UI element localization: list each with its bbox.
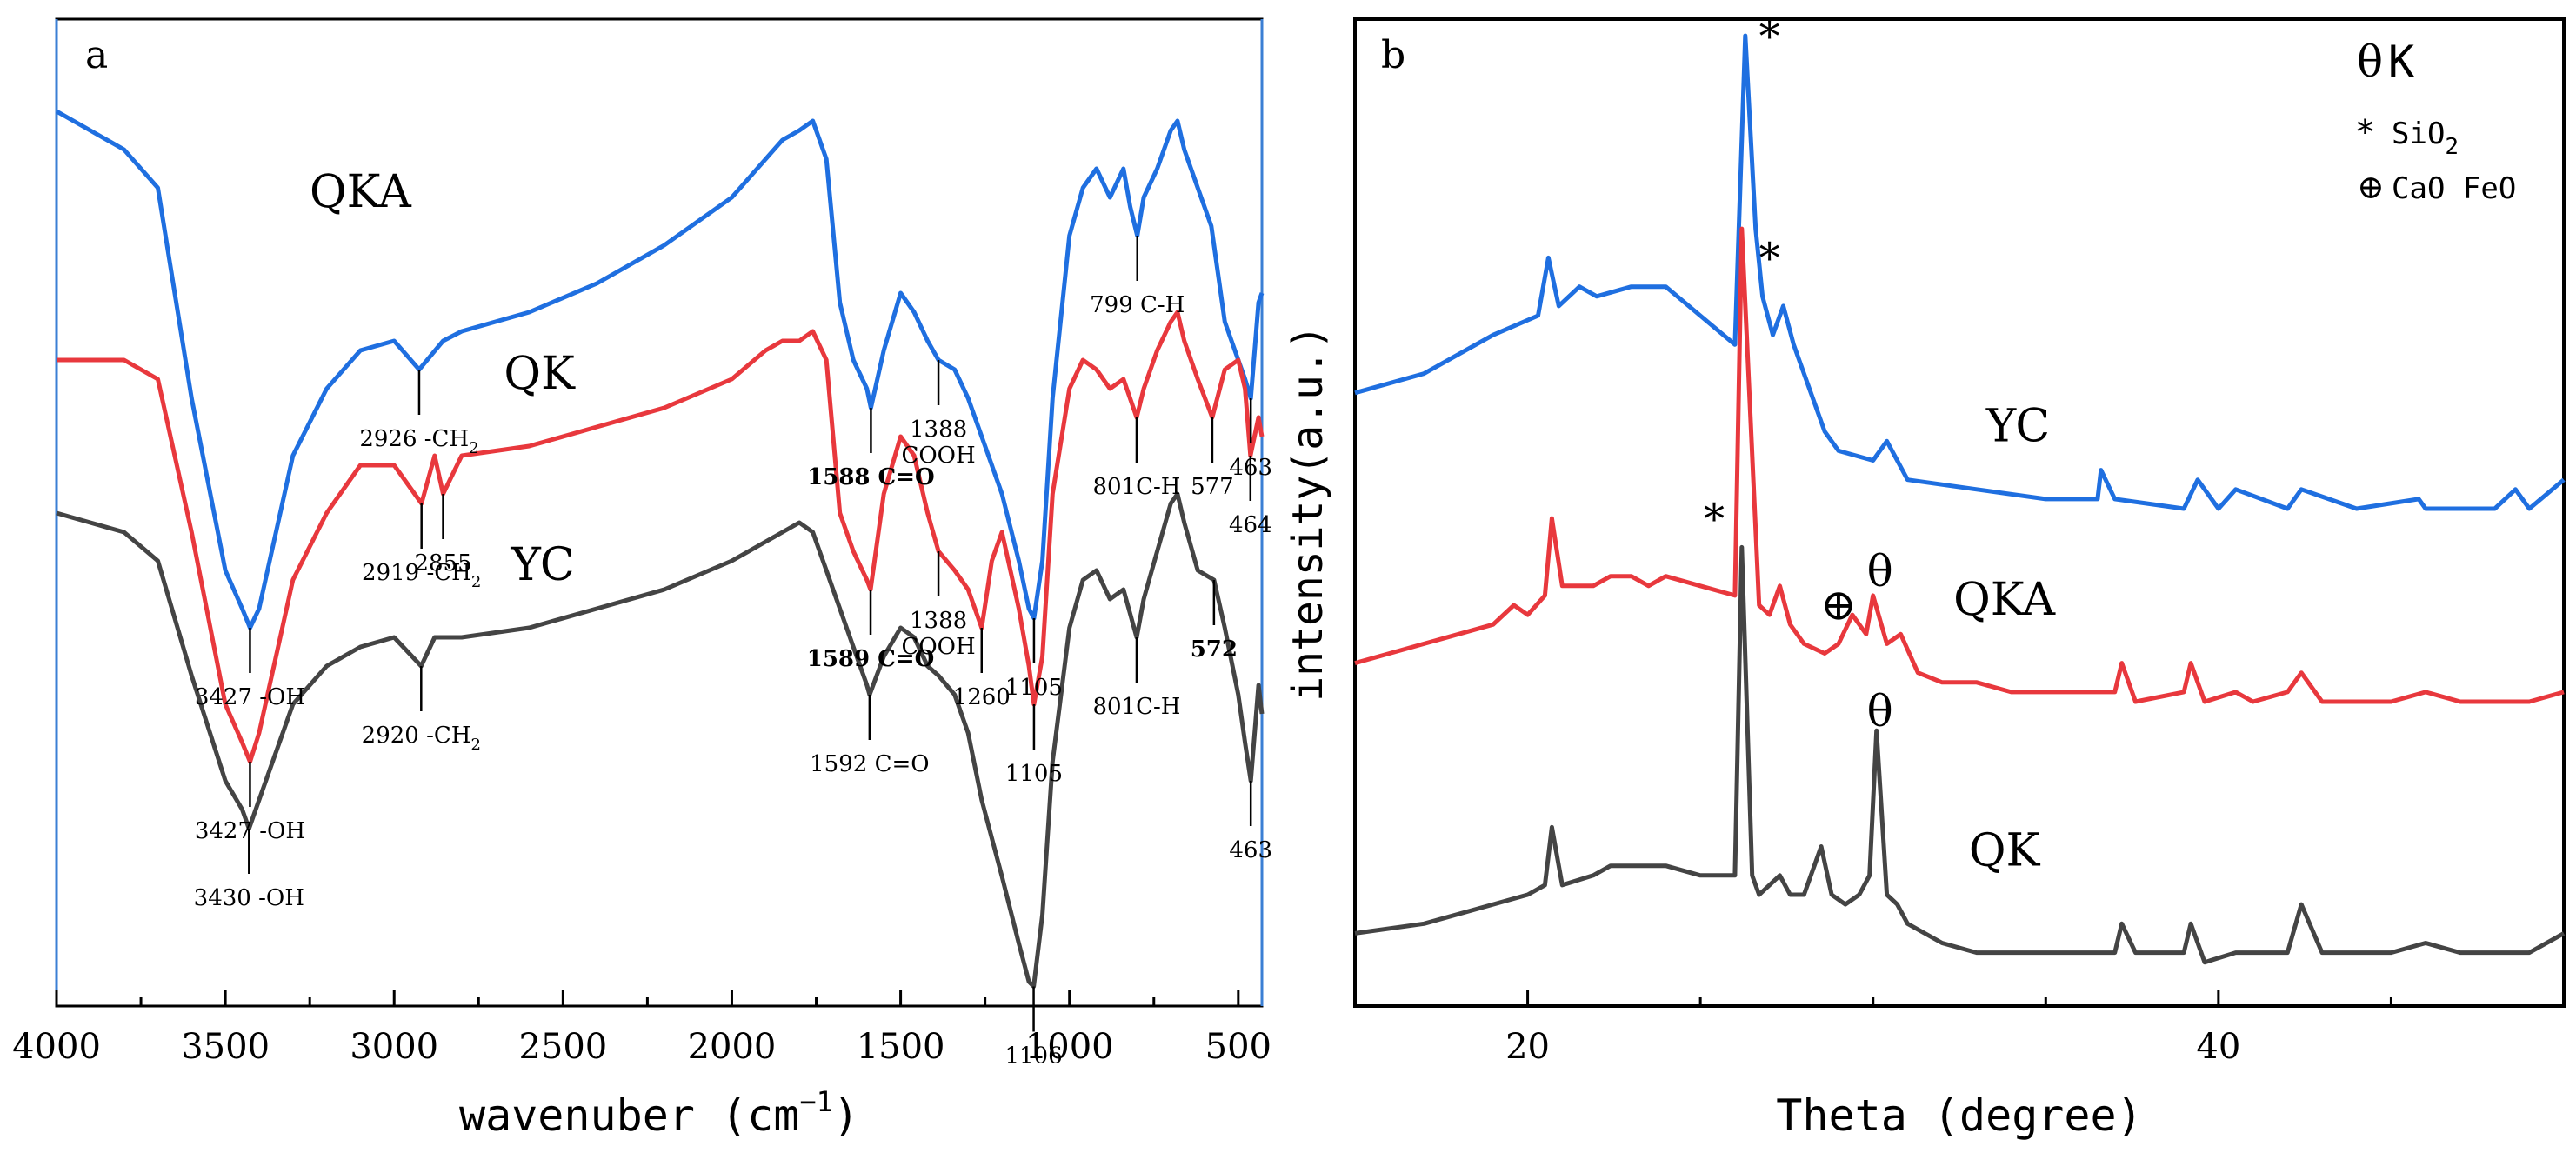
peak-annotation: 801C-H	[1092, 694, 1180, 720]
x-tick-label: 3000	[350, 1027, 438, 1067]
panel-a-ticks: 4000 3500 3000 2500 2000 1500 1000 500	[12, 990, 1271, 1067]
series-line-yc	[56, 491, 1265, 989]
x-tick-label: 2000	[688, 1027, 777, 1067]
peak-annotation: 572	[1191, 636, 1238, 663]
legend-label: SiO2	[2392, 117, 2459, 160]
peak-annotation: 1588 C=O	[807, 464, 935, 490]
panel-a-lines	[55, 109, 1265, 989]
panel-b-frame	[1353, 17, 2566, 1008]
series-line-qka	[55, 109, 1265, 630]
peak-marker: ⊕	[1820, 580, 1857, 630]
x-tick-label: 2500	[518, 1027, 607, 1067]
panel-a-letter: a	[85, 33, 108, 77]
peak-marker: θ	[1867, 546, 1893, 596]
panel-a-x-axis-label-close: )	[833, 1090, 859, 1141]
peak-annotation: 2919 -CH2	[362, 560, 481, 591]
panel-b-ticks: 20 40	[1505, 990, 2392, 1067]
x-tick-label: 1000	[1025, 1027, 1114, 1067]
peak-annotation: 1592 C=O	[810, 751, 929, 777]
legend-symbol: ⊕	[2357, 168, 2385, 206]
series-line-qk	[1354, 544, 2566, 965]
series-line-qk	[57, 310, 1265, 764]
panel-b-annotations: ***θ⊕θ	[1704, 12, 1893, 736]
legend-label: CaO FeO	[2392, 171, 2516, 206]
peak-annotation: 2855	[414, 550, 471, 576]
peak-annotation: 1589 C=O	[807, 646, 935, 672]
peak-annotation: 1105	[1005, 761, 1063, 787]
x-tick-label: 40	[2196, 1027, 2240, 1067]
peak-annotation: 3430 -OH	[194, 885, 304, 911]
legend-symbol: θ	[2357, 37, 2383, 87]
x-tick-label: 4000	[12, 1027, 101, 1067]
series-label-qk: QK	[504, 348, 576, 400]
peak-annotation: 1105	[1005, 675, 1063, 701]
panel-b-y-axis-label: intensity(a.u.)	[1284, 324, 1332, 701]
panel-b-x-axis-label: Theta (degree)	[1776, 1090, 2142, 1141]
panel-b-lines	[1354, 33, 2566, 965]
peak-annotation: 3427 -OH	[195, 684, 305, 710]
peak-annotation: 463	[1229, 837, 1272, 863]
panel-b-legend: θ K * SiO2⊕ CaO FeO	[2357, 37, 2516, 206]
peak-annotation: 1388 COOH	[901, 608, 975, 660]
peak-annotation: 801C-H	[1092, 474, 1180, 500]
panel-a-x-axis-label-text: wavenuber (cm	[459, 1090, 799, 1141]
series-label-qka: QKA	[310, 166, 412, 218]
peak-marker: *	[1759, 12, 1780, 61]
peak-annotation: 1106	[1004, 1043, 1062, 1070]
peak-marker: θ	[1867, 686, 1893, 736]
x-tick-label: 1500	[857, 1027, 945, 1067]
series-line-qka	[1354, 226, 2565, 704]
x-tick-label: 3500	[181, 1027, 270, 1067]
panel-a-series-labels: QKA QK YC	[310, 166, 576, 591]
panel-a-frame	[55, 17, 1264, 1008]
peak-marker: *	[1704, 495, 1725, 543]
peak-annotation: 2926 -CH2	[359, 426, 478, 457]
series-line-yc	[1354, 33, 2566, 511]
series-label-yc: YC	[1985, 400, 2050, 452]
peak-annotation: 464	[1229, 512, 1272, 538]
series-label-qka: QKA	[1953, 574, 2056, 626]
panel-b-series-labels: YC QKA QK	[1953, 400, 2056, 876]
series-label-yc: YC	[510, 539, 574, 591]
peak-marker: *	[1759, 234, 1780, 283]
peak-annotation: 577	[1191, 474, 1234, 500]
legend-label: K	[2388, 37, 2414, 87]
x-tick-label: 500	[1205, 1027, 1271, 1067]
peak-annotation: 799 C-H	[1090, 292, 1185, 318]
peak-annotation: 1388 COOH	[901, 417, 975, 469]
panel-a-x-axis-label-sup: −1	[799, 1085, 833, 1118]
panel-a: a 4000 3500 3000 2500 2000 1500 1000 500 3427 -…	[12, 17, 1272, 1141]
panel-a-x-axis-label: wavenuber (cm−1)	[459, 1085, 859, 1141]
x-tick-label: 20	[1505, 1027, 1550, 1067]
series-label-qk: QK	[1969, 825, 2041, 877]
peak-annotation: 1260	[953, 684, 1011, 710]
panel-b-letter: b	[1381, 33, 1405, 77]
legend-symbol: *	[2357, 113, 2373, 151]
peak-annotation: 2920 -CH2	[362, 723, 481, 754]
